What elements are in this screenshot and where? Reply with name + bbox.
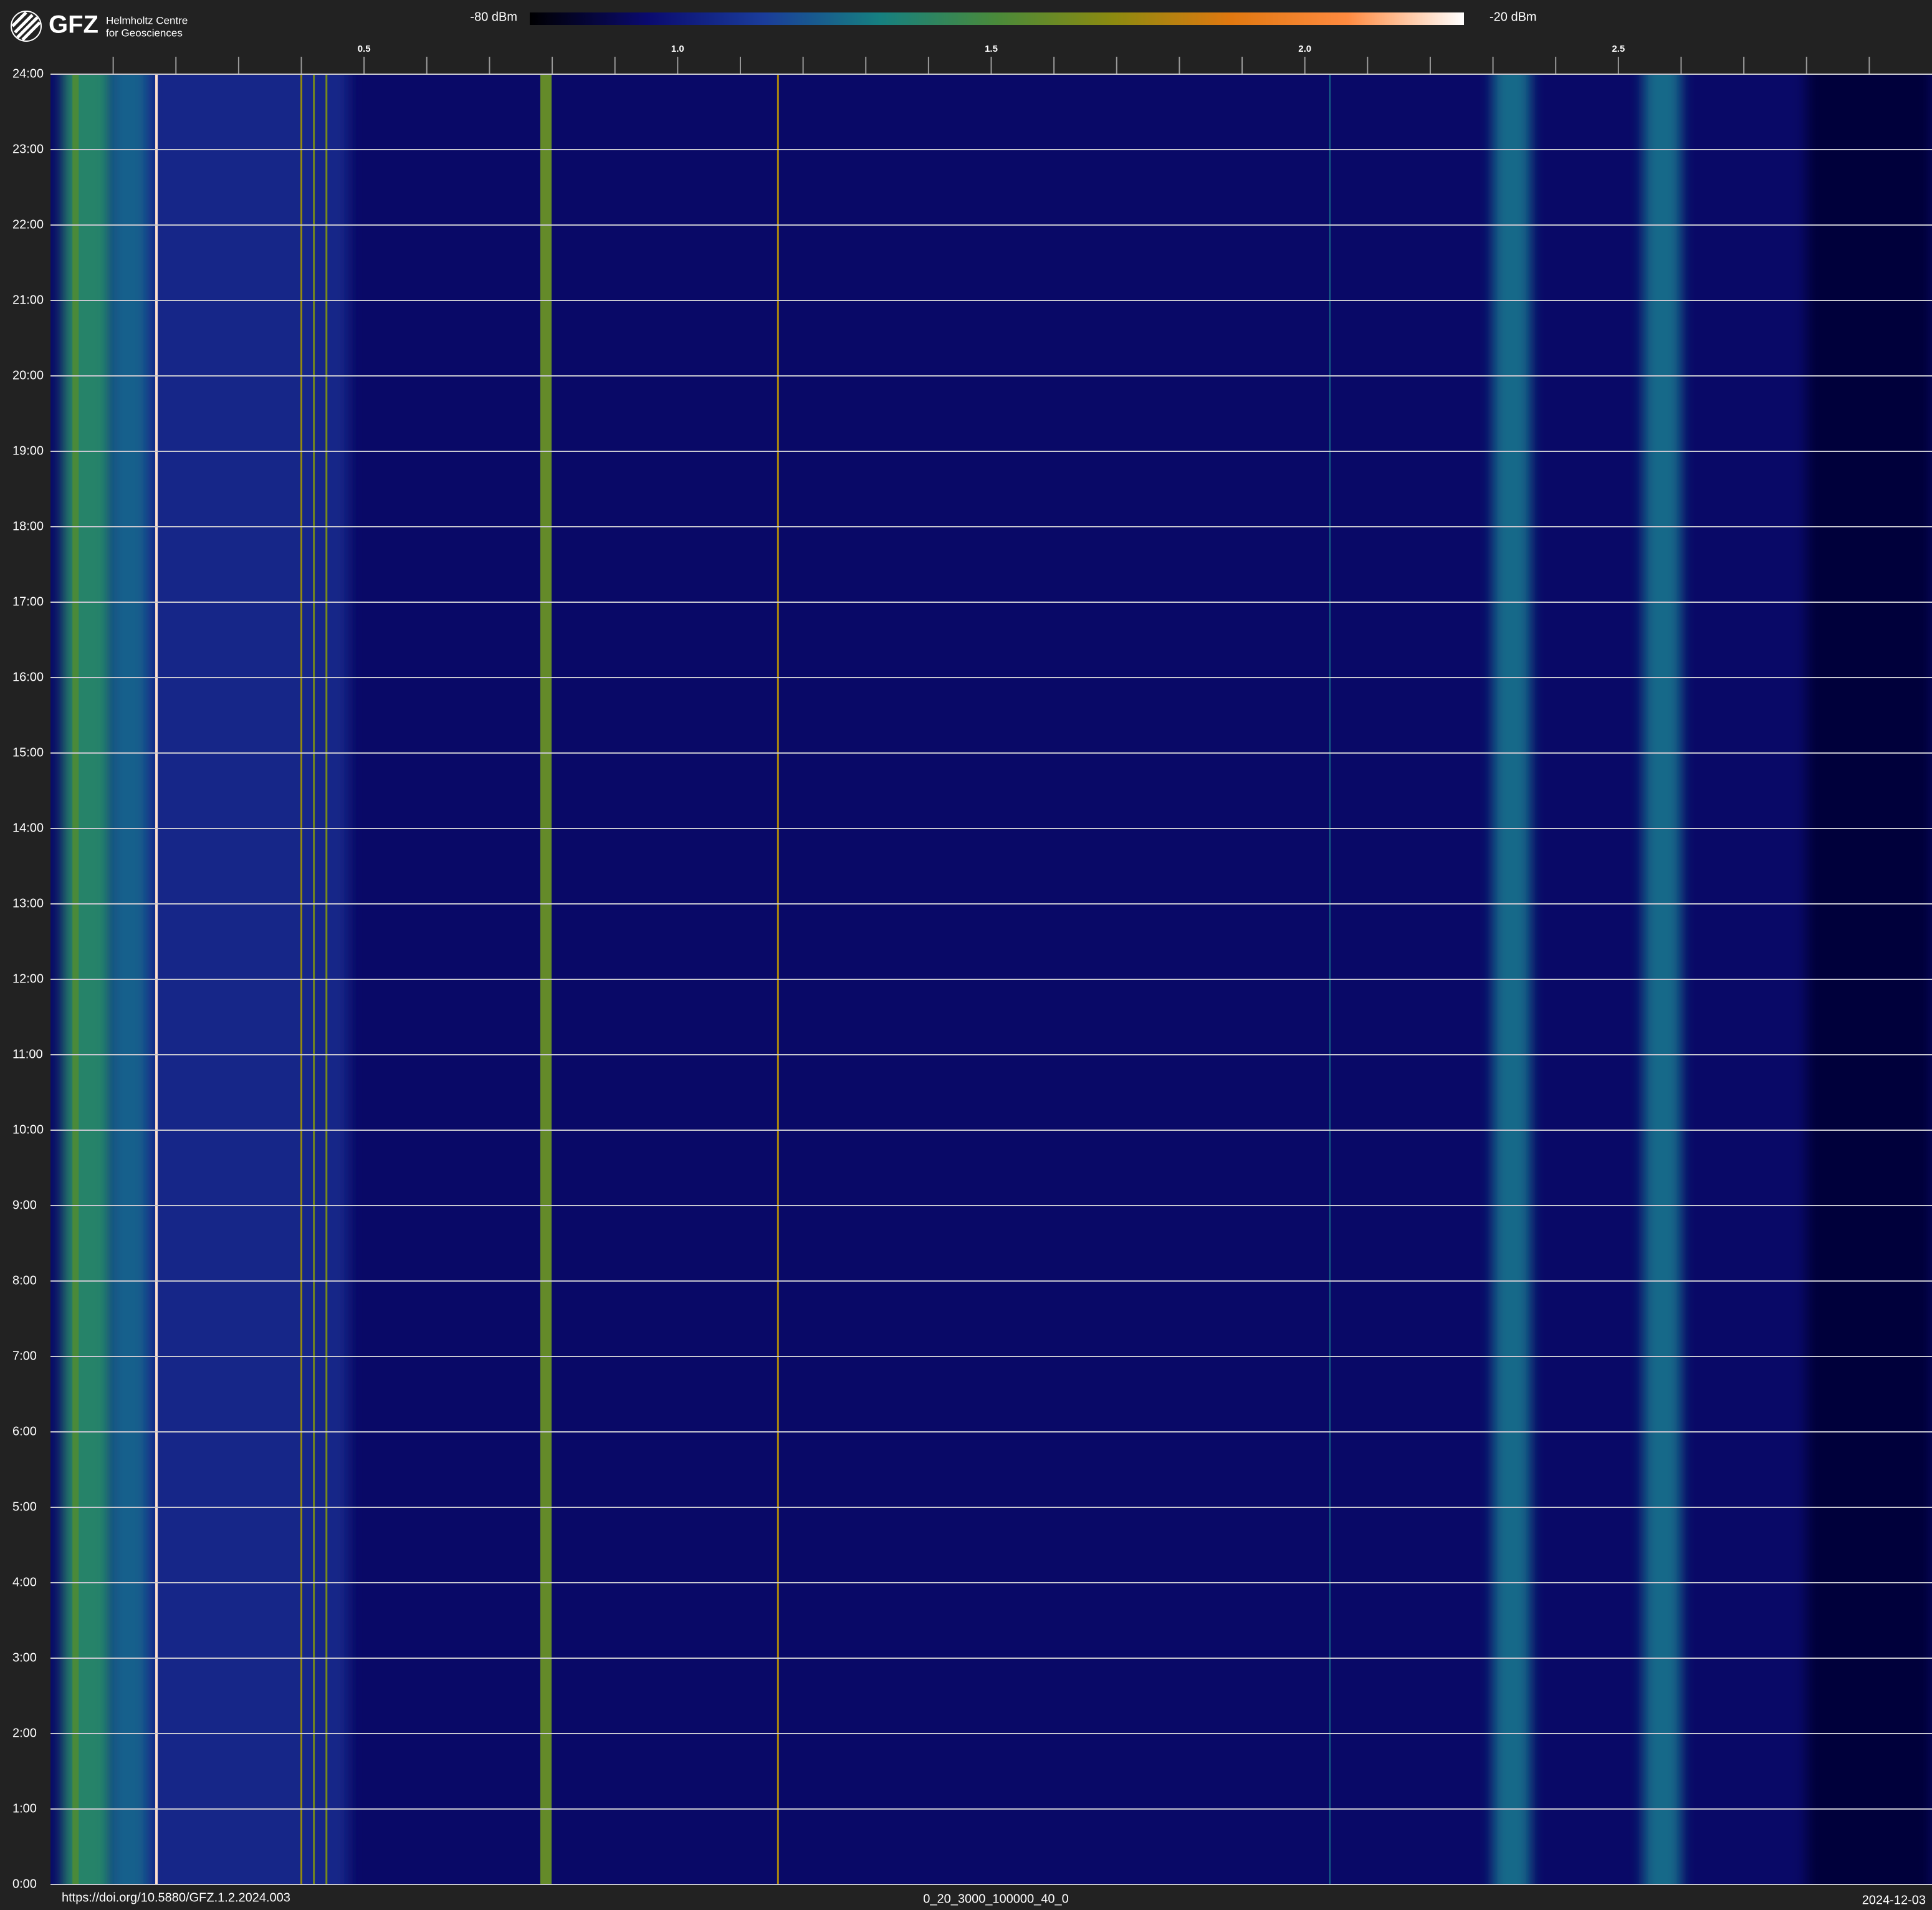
y-tick-label: 17:00	[12, 595, 44, 608]
y-tick-label: 0:00	[12, 1877, 37, 1891]
y-tick-label: 21:00	[12, 293, 44, 307]
x-tick-label: 1.5	[985, 44, 998, 54]
y-tick-label: 10:00	[12, 1123, 44, 1136]
logo-line: for Geosciences	[106, 27, 183, 39]
y-tick-label: 3:00	[12, 1651, 37, 1664]
logo: GFZ Helmholtz Centre for Geosciences	[11, 11, 188, 42]
params: 0_20_3000_100000_40_0	[923, 1892, 1069, 1906]
logo-stripes	[11, 11, 41, 41]
y-tick-label: 6:00	[12, 1424, 37, 1438]
x-tick-label: 2.5	[1612, 44, 1625, 54]
y-tick-label: 22:00	[12, 218, 44, 231]
logo-ring	[11, 11, 42, 42]
y-tick-label: 7:00	[12, 1349, 37, 1363]
colorbar-label: -80 dBm	[470, 10, 517, 24]
colorbar	[530, 12, 1464, 25]
x-tick-label: 0.5	[358, 44, 371, 54]
y-tick-label: 4:00	[12, 1575, 37, 1589]
y-tick-label: 23:00	[12, 142, 44, 156]
y-tick-label: 13:00	[12, 896, 44, 910]
y-tick-label: 2:00	[12, 1726, 37, 1740]
y-tick-label: 14:00	[12, 821, 44, 835]
y-tick-label: 11:00	[12, 1047, 43, 1061]
y-tick-label: 9:00	[12, 1198, 37, 1212]
y-tick-label: 1:00	[12, 1802, 37, 1815]
y-tick-label: 8:00	[12, 1274, 37, 1287]
y-tick-label: 19:00	[12, 444, 44, 458]
y-tick-label: 18:00	[12, 519, 44, 533]
x-tick-label: 1.0	[671, 44, 684, 54]
y-tick-label: 20:00	[12, 368, 44, 382]
colorbar-label: -20 dBm	[1490, 10, 1537, 24]
y-tick-label: 24:00	[12, 67, 44, 80]
logo-name: GFZ	[49, 11, 98, 39]
y-tick-label: 16:00	[12, 670, 44, 684]
y-tick-label: 5:00	[12, 1500, 37, 1514]
x-tick-label: 2.0	[1298, 44, 1311, 54]
y-tick-label: 15:00	[12, 746, 44, 759]
y-tick-label: 12:00	[12, 972, 44, 986]
logo-line: Helmholtz Centre	[106, 14, 188, 26]
date: 2024-12-03	[1862, 1893, 1926, 1907]
doi: https://doi.org/10.5880/GFZ.1.2.2024.003	[62, 1891, 290, 1904]
